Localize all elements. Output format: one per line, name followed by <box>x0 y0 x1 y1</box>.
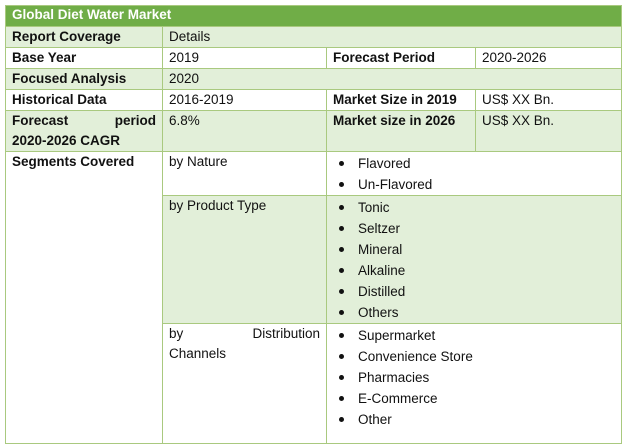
details-header: Details <box>161 26 623 48</box>
nature-list: Flavored Un-Flavored <box>333 153 615 195</box>
product-type-list: Tonic Seltzer Mineral Alkaline Distilled… <box>333 197 615 323</box>
forecast-cagr-value: 6.8% <box>162 110 327 152</box>
focused-analysis-label: Focused Analysis <box>5 68 163 90</box>
list-item: Others <box>333 302 615 323</box>
forecast-cagr-label-line1: Forecast period <box>12 113 156 128</box>
product-list-cell: Tonic Seltzer Mineral Alkaline Distilled… <box>325 195 623 324</box>
base-year-row: Base Year 2019 Forecast Period 2020-2026 <box>5 47 623 69</box>
list-item: Supermarket <box>333 325 615 346</box>
segments-nature-row: Segments Covered by Nature Flavored Un-F… <box>5 151 623 444</box>
market-size-2026-value: US$ XX Bn. <box>474 110 623 152</box>
forecast-cagr-label-line2: 2020-2026 CAGR <box>12 133 121 148</box>
list-item: Distilled <box>333 281 615 302</box>
forecast-cagr-label: Forecast period 2020-2026 CAGR <box>5 110 163 152</box>
forecast-row: Forecast period 2020-2026 CAGR 6.8% Mark… <box>5 110 623 152</box>
report-coverage-header: Report Coverage <box>5 26 163 48</box>
by-product-type-label: by Product Type <box>162 195 327 324</box>
market-size-2026-label: Market size in 2026 <box>326 110 476 152</box>
historical-row: Historical Data 2016-2019 Market Size in… <box>5 89 623 111</box>
header-row: Report Coverage Details <box>5 26 623 48</box>
distribution-channel-list: Supermarket Convenience Store Pharmacies… <box>333 325 615 430</box>
by-distribution-label: by Distribution Channels <box>162 323 327 444</box>
list-item: Pharmacies <box>333 367 615 388</box>
by-distribution-label-line1: by Distribution <box>169 326 320 341</box>
list-item: Other <box>333 409 615 430</box>
by-distribution-label-line2: Channels <box>169 346 227 361</box>
focused-analysis-value: 2020 <box>161 68 623 90</box>
list-item: Un-Flavored <box>333 174 615 195</box>
title-row: Global Diet Water Market <box>4 5 623 27</box>
forecast-period-value: 2020-2026 <box>474 47 623 69</box>
base-year-label: Base Year <box>5 47 163 69</box>
historical-data-label: Historical Data <box>5 89 163 111</box>
segments-distribution-row: by Distribution Channels Supermarket Con… <box>6 323 623 444</box>
list-item: Mineral <box>333 239 615 260</box>
report-coverage-table: Global Diet Water Market Report Coverage… <box>4 5 623 444</box>
list-item: Tonic <box>333 197 615 218</box>
list-item: E-Commerce <box>333 388 615 409</box>
list-item: Convenience Store <box>333 346 615 367</box>
nature-list-cell: Flavored Un-Flavored <box>325 151 623 196</box>
historical-data-value: 2016-2019 <box>162 89 327 111</box>
focused-analysis-row: Focused Analysis 2020 <box>5 68 623 90</box>
list-item: Seltzer <box>333 218 615 239</box>
list-item: Flavored <box>333 153 615 174</box>
list-item: Alkaline <box>333 260 615 281</box>
forecast-period-label: Forecast Period <box>326 47 476 69</box>
segments-covered-label: Segments Covered <box>5 151 163 444</box>
base-year-value: 2019 <box>162 47 327 69</box>
table-title: Global Diet Water Market <box>4 5 623 27</box>
segments-product-row: by Product Type Tonic Seltzer Mineral Al… <box>6 195 623 324</box>
market-size-2019-label: Market Size in 2019 <box>326 89 476 111</box>
market-size-2019-value: US$ XX Bn. <box>474 89 623 111</box>
distribution-list-cell: Supermarket Convenience Store Pharmacies… <box>325 323 623 444</box>
by-nature-label: by Nature <box>162 151 327 196</box>
